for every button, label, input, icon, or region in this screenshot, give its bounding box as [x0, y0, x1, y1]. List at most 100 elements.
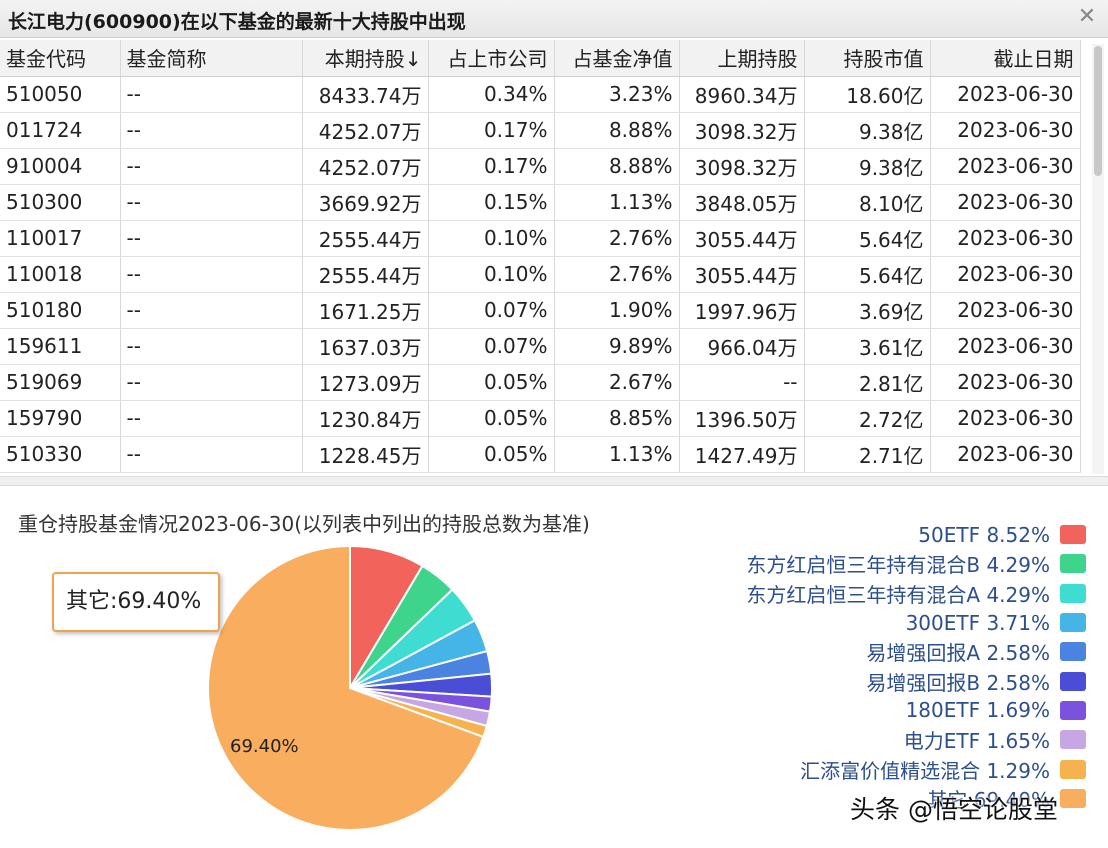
cell-fund-code: 510330: [0, 436, 121, 473]
cell-fund-code: 510300: [0, 184, 121, 221]
cell-end-date: 2023-06-30: [930, 256, 1081, 293]
cell-prev-holding: 1997.96万: [679, 292, 805, 329]
scrollbar-thumb[interactable]: [1094, 46, 1102, 176]
table-row[interactable]: 011724 -- 4252.07万 0.17% 8.88% 3098.32万 9.38亿 2…: [0, 112, 1081, 149]
legend-item[interactable]: 300ETF 3.71%: [640, 608, 1086, 637]
cell-end-date: 2023-06-30: [930, 400, 1081, 437]
cell-current-holding: 2555.44万: [302, 220, 429, 257]
cell-current-holding: 1228.45万: [302, 436, 429, 473]
cell-prev-holding: 1427.49万: [679, 436, 805, 473]
cell-market-value: 2.71亿: [804, 436, 931, 473]
cell-fund-name: --: [120, 364, 303, 401]
cell-fund-name: --: [120, 220, 303, 257]
col-current-holding[interactable]: 本期持股↓: [302, 40, 429, 77]
chart-title: 重仓持股基金情况2023-06-30(以列表中列出的持股总数为基准): [18, 512, 590, 536]
legend-swatch: [1060, 788, 1086, 808]
legend-item[interactable]: 东方红启恒三年持有混合A 4.29%: [640, 579, 1086, 608]
cell-pct-nav: 1.13%: [554, 184, 680, 221]
cell-pct-company: 0.07%: [428, 292, 555, 329]
cell-pct-nav: 1.90%: [554, 292, 680, 329]
cell-fund-name: --: [120, 148, 303, 185]
cell-pct-company: 0.17%: [428, 112, 555, 149]
table-row[interactable]: 510330 -- 1228.45万 0.05% 1.13% 1427.49万 2.71亿 2…: [0, 436, 1081, 473]
cell-fund-code: 510050: [0, 76, 121, 113]
table-row[interactable]: 519069 -- 1273.09万 0.05% 2.67% -- 2.81亿 2023-06…: [0, 364, 1081, 401]
cell-fund-name: --: [120, 76, 303, 113]
pie-slice-label-other: 69.40%: [230, 736, 299, 757]
cell-pct-company: 0.05%: [428, 364, 555, 401]
legend-item[interactable]: 东方红启恒三年持有混合B 4.29%: [640, 549, 1086, 578]
col-pct-nav[interactable]: 占基金净值: [554, 40, 680, 77]
cell-end-date: 2023-06-30: [930, 436, 1081, 473]
pie-chart: [207, 544, 493, 831]
legend-label: 电力ETF 1.65%: [903, 729, 1050, 754]
table-row[interactable]: 159790 -- 1230.84万 0.05% 8.85% 1396.50万 2.72亿 2…: [0, 400, 1081, 437]
cell-pct-nav: 3.23%: [554, 76, 680, 113]
legend-swatch: [1060, 700, 1086, 720]
cell-market-value: 2.81亿: [804, 364, 931, 401]
cell-fund-name: --: [120, 328, 303, 365]
window-title: 长江电力(600900)在以下基金的最新十大持股中出现: [8, 11, 466, 33]
cell-fund-code: 159790: [0, 400, 121, 437]
legend-label: 50ETF 8.52%: [918, 522, 1050, 547]
col-market-value[interactable]: 持股市值: [804, 40, 931, 77]
table-row[interactable]: 910004 -- 4252.07万 0.17% 8.88% 3098.32万 9.38亿 2…: [0, 148, 1081, 185]
cell-market-value: 5.64亿: [804, 220, 931, 257]
legend-item[interactable]: 汇添富价值精选混合 1.29%: [640, 754, 1086, 783]
cell-current-holding: 1671.25万: [302, 292, 429, 329]
table-row[interactable]: 110017 -- 2555.44万 0.10% 2.76% 3055.44万 5.64亿 2…: [0, 220, 1081, 257]
cell-end-date: 2023-06-30: [930, 220, 1081, 257]
cell-current-holding: 3669.92万: [302, 184, 429, 221]
col-fund-code[interactable]: 基金代码: [0, 40, 121, 77]
legend-item[interactable]: 电力ETF 1.65%: [640, 725, 1086, 754]
cell-end-date: 2023-06-30: [930, 364, 1081, 401]
cell-prev-holding: 3098.32万: [679, 148, 805, 185]
holdings-grid: 基金代码 基金简称 本期持股↓ 占上市公司 占基金净值 上期持股 持股市值 截止…: [0, 40, 1081, 473]
pie-slice[interactable]: [207, 544, 485, 831]
col-prev-holding[interactable]: 上期持股: [679, 40, 805, 77]
col-end-date[interactable]: 截止日期: [930, 40, 1081, 77]
cell-current-holding: 8433.74万: [302, 76, 429, 113]
table-row[interactable]: 110018 -- 2555.44万 0.10% 2.76% 3055.44万 5.64亿 2…: [0, 256, 1081, 293]
cell-fund-code: 519069: [0, 364, 121, 401]
cell-current-holding: 1637.03万: [302, 328, 429, 365]
cell-prev-holding: --: [679, 364, 805, 401]
cell-pct-company: 0.34%: [428, 76, 555, 113]
legend-item[interactable]: 其它 69.40%: [640, 784, 1086, 812]
cell-fund-name: --: [120, 256, 303, 293]
table-row[interactable]: 510300 -- 3669.92万 0.15% 1.13% 3848.05万 8.10亿 2…: [0, 184, 1081, 221]
cell-current-holding: 2555.44万: [302, 256, 429, 293]
cell-market-value: 8.10亿: [804, 184, 931, 221]
col-fund-name[interactable]: 基金简称: [120, 40, 303, 77]
legend-item[interactable]: 50ETF 8.52%: [640, 520, 1086, 549]
cell-prev-holding: 3055.44万: [679, 220, 805, 257]
legend-swatch: [1060, 554, 1086, 574]
col-pct-company[interactable]: 占上市公司: [428, 40, 555, 77]
legend-item[interactable]: 易增强回报A 2.58%: [640, 637, 1086, 666]
close-icon[interactable]: ✕: [1077, 4, 1097, 29]
cell-pct-company: 0.10%: [428, 256, 555, 293]
cell-fund-code: 910004: [0, 148, 121, 185]
cell-prev-holding: 1396.50万: [679, 400, 805, 437]
legend-label: 其它 69.40%: [927, 787, 1050, 812]
legend-label: 东方红启恒三年持有混合B 4.29%: [746, 553, 1050, 578]
cell-current-holding: 4252.07万: [302, 148, 429, 185]
cell-market-value: 9.38亿: [804, 112, 931, 149]
cell-pct-nav: 2.76%: [554, 256, 680, 293]
legend-item[interactable]: 易增强回报B 2.58%: [640, 666, 1086, 695]
legend-item[interactable]: 180ETF 1.69%: [640, 696, 1086, 725]
cell-market-value: 3.69亿: [804, 292, 931, 329]
watermark: 头条 @悟空论股堂: [850, 795, 1058, 824]
legend-swatch: [1060, 759, 1086, 779]
cell-current-holding: 1273.09万: [302, 364, 429, 401]
cell-pct-nav: 2.76%: [554, 220, 680, 257]
table-row[interactable]: 510180 -- 1671.25万 0.07% 1.90% 1997.96万 3.69亿 2…: [0, 292, 1081, 329]
fund-holdings-table: 基金代码 基金简称 本期持股↓ 占上市公司 占基金净值 上期持股 持股市值 截止…: [0, 40, 1108, 476]
legend-swatch: [1060, 613, 1086, 633]
table-row[interactable]: 510050 -- 8433.74万 0.34% 3.23% 8960.34万 18.60亿…: [0, 76, 1081, 113]
cell-end-date: 2023-06-30: [930, 292, 1081, 329]
cell-fund-code: 159611: [0, 328, 121, 365]
table-row[interactable]: 159611 -- 1637.03万 0.07% 9.89% 966.04万 3.61亿 20…: [0, 328, 1081, 365]
cell-current-holding: 1230.84万: [302, 400, 429, 437]
table-scrollbar[interactable]: [1092, 44, 1104, 474]
